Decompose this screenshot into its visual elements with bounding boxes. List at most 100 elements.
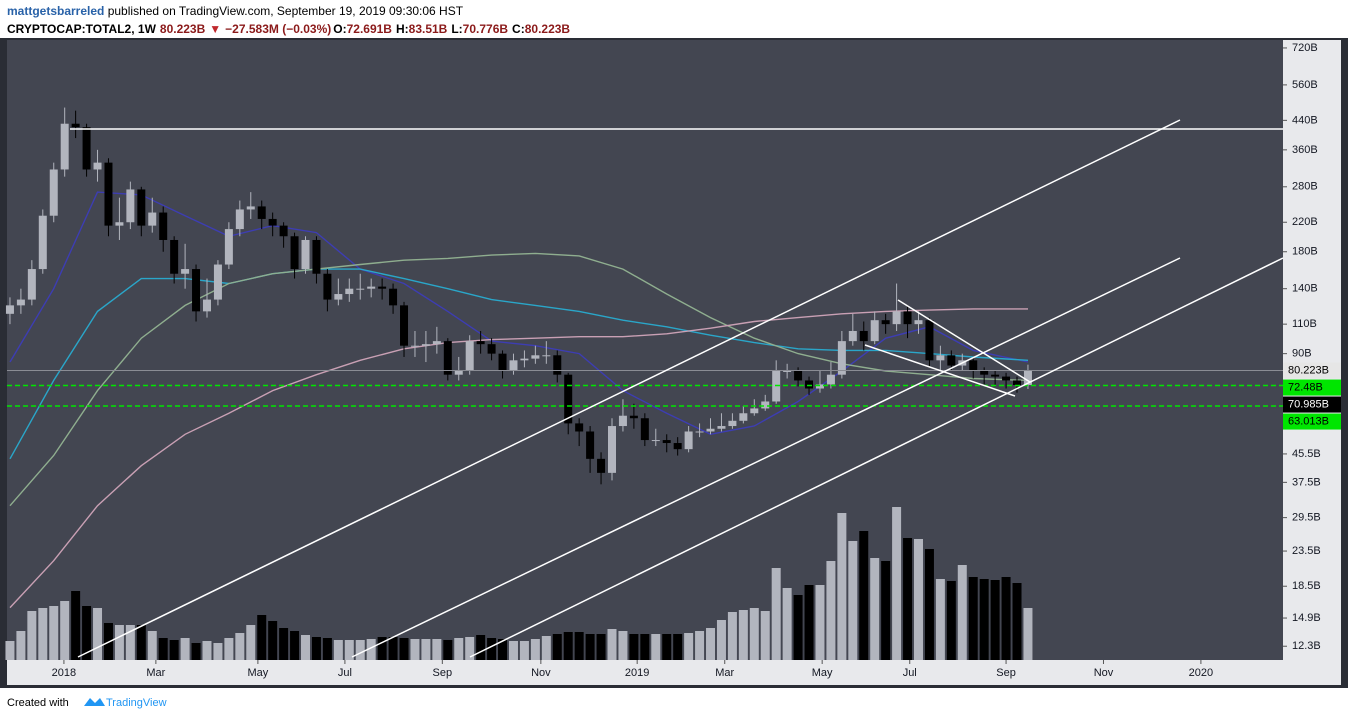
change: −27.583M (−0.03%) <box>225 22 331 36</box>
volume-bar <box>377 637 387 660</box>
volume-bar <box>498 639 508 660</box>
y-tick-label: 720B <box>1292 42 1318 54</box>
candle-body <box>213 264 222 300</box>
candle-body <box>618 415 627 427</box>
y-tick-label: 18.5B <box>1292 580 1321 592</box>
candle-body <box>476 341 485 345</box>
volume-bar <box>235 633 245 660</box>
candle-body <box>60 123 69 170</box>
candle-body <box>345 288 354 295</box>
volume-bar <box>946 581 956 660</box>
y-tick-label: 280B <box>1292 181 1318 193</box>
moving-average <box>9 252 1029 507</box>
candle-body <box>520 358 529 361</box>
volume-bar <box>848 541 858 660</box>
brand[interactable]: TradingView <box>106 697 167 709</box>
author[interactable]: mattgetsbarreled <box>7 4 104 18</box>
volume-bar <box>804 585 814 660</box>
price-label: 63.013B <box>1288 415 1329 427</box>
volume-bar <box>1023 608 1033 660</box>
candle-body <box>93 162 102 170</box>
candle-body <box>597 458 606 473</box>
volume-bar <box>837 513 847 660</box>
volume-bar <box>979 579 989 660</box>
x-tick-label: 2018 <box>52 667 76 679</box>
moving-average <box>9 308 1028 609</box>
candle-body <box>826 374 835 385</box>
candle-body <box>104 162 113 226</box>
o: 72.691B <box>347 22 393 36</box>
volume-bar <box>410 639 420 660</box>
volume-bar <box>114 625 124 660</box>
y-tick-label: 560B <box>1292 79 1318 91</box>
volume-bar <box>322 638 332 660</box>
candle-body <box>892 311 901 325</box>
candle-body <box>575 423 584 432</box>
channel-mid <box>351 257 1181 658</box>
candle-body <box>903 311 912 325</box>
volume-bar <box>760 611 770 660</box>
y-tick-label: 23.5B <box>1292 545 1321 557</box>
candle-body <box>235 209 244 230</box>
last: 80.223B <box>160 22 206 36</box>
candle-body <box>421 344 430 346</box>
candle-body <box>137 189 146 226</box>
candle-body <box>323 273 332 300</box>
price-label-box <box>1283 379 1341 396</box>
volume-bar <box>1001 577 1011 660</box>
volume-bar <box>224 638 234 660</box>
l: 70.776B <box>463 22 509 36</box>
volume-bar <box>640 634 650 660</box>
c: 80.223B <box>525 22 571 36</box>
volume-bar <box>859 531 869 660</box>
x-tick-label: May <box>812 667 833 679</box>
volume-bar <box>1012 583 1022 660</box>
candle-body <box>859 330 868 342</box>
x-tick-label: Jul <box>903 667 917 679</box>
candle-body <box>870 320 879 342</box>
volume-bar <box>684 633 694 660</box>
volume-bar <box>421 639 431 660</box>
volume-bar <box>815 585 825 660</box>
candle-body <box>454 370 463 375</box>
candle-body <box>159 212 168 240</box>
volume-bar <box>782 588 792 660</box>
candle-body <box>586 431 595 459</box>
candle-body <box>487 344 496 354</box>
volume-bar <box>93 608 103 660</box>
volume-bar <box>552 634 562 660</box>
candle-body <box>126 189 135 223</box>
candle-body <box>170 239 179 274</box>
volume-bar <box>16 631 26 660</box>
volume-bar <box>5 641 15 660</box>
volume-bar <box>629 634 639 660</box>
candle-body <box>815 384 824 389</box>
x-tick-label: Sep <box>433 667 453 679</box>
volume-bar <box>279 628 289 660</box>
volume-bar <box>465 637 475 660</box>
volume-bar <box>180 638 190 660</box>
candle-body <box>925 320 934 361</box>
volume-bar <box>191 643 201 660</box>
volume-bar <box>355 640 365 660</box>
candle-body <box>794 370 803 381</box>
volume-bar <box>706 628 716 660</box>
volume-bar <box>870 558 880 660</box>
x-tick-label: 2020 <box>1189 667 1213 679</box>
volume-bar <box>268 621 278 660</box>
x-tick-label: Mar <box>715 667 734 679</box>
volume-bar <box>301 635 311 660</box>
candle-body <box>257 206 266 219</box>
candle-body <box>27 269 36 300</box>
plot <box>5 107 1283 660</box>
drawings <box>70 119 1284 658</box>
candle-body <box>148 212 157 226</box>
y-tick-label: 440B <box>1292 114 1318 126</box>
candle-body <box>936 355 945 361</box>
y-tick-label: 14.9B <box>1292 612 1321 624</box>
candle-body <box>772 370 781 402</box>
volume-bar <box>574 632 584 660</box>
x-tick-label: Sep <box>996 667 1016 679</box>
candle-body <box>640 418 649 441</box>
volume-bar <box>454 638 464 660</box>
